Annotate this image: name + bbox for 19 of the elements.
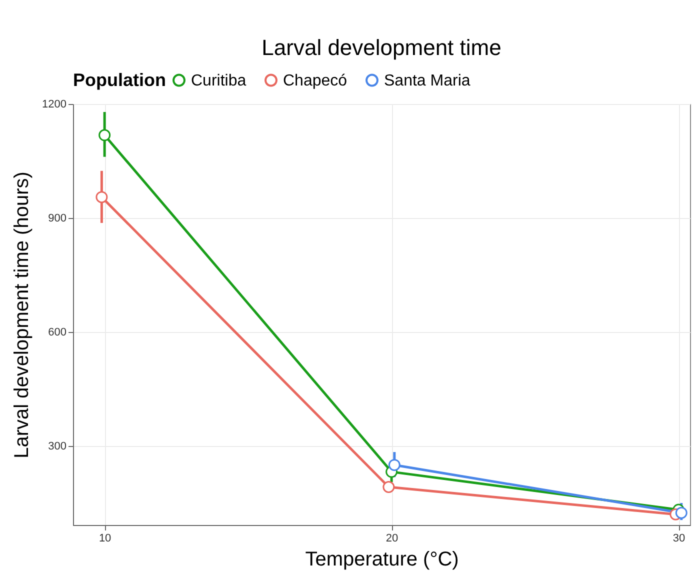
y-tick-label: 1200 [42, 98, 66, 110]
chart-title: Larval development time [262, 35, 502, 60]
point [98, 129, 111, 142]
x-axis-title: Temperature (°C) [305, 548, 459, 570]
x-tick-label: 20 [386, 532, 398, 544]
y-axis-title: Larval development time (hours) [11, 172, 34, 458]
legend-title: Population [73, 70, 166, 90]
x-tick-label: 10 [98, 532, 112, 544]
point [382, 481, 395, 493]
y-tick-label: 900 [48, 212, 66, 224]
legend-label: Curitiba [191, 72, 246, 90]
point [675, 506, 688, 519]
y-tick-label: 600 [48, 326, 66, 338]
legend-label: Santa Maria [384, 72, 470, 90]
point [388, 458, 400, 471]
x-tick-label: 30 [672, 532, 686, 544]
y-tick-label: 300 [48, 440, 66, 452]
point [96, 191, 108, 204]
legend-label: Chapecó [283, 72, 348, 90]
